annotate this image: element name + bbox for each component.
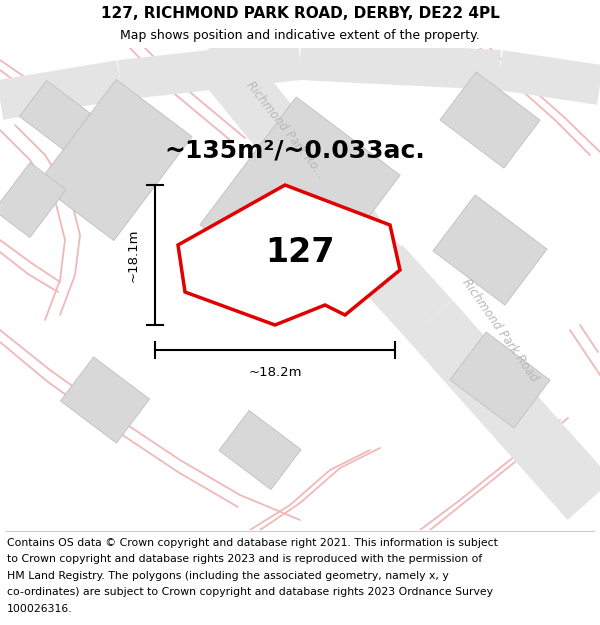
Polygon shape: [407, 300, 532, 430]
Text: Richmond Park Ro...: Richmond Park Ro...: [243, 79, 327, 181]
Text: Contains OS data © Crown copyright and database right 2021. This information is : Contains OS data © Crown copyright and d…: [7, 538, 498, 548]
Polygon shape: [188, 31, 307, 158]
Polygon shape: [38, 79, 192, 241]
Polygon shape: [358, 245, 452, 340]
Polygon shape: [19, 81, 91, 149]
Text: to Crown copyright and database rights 2023 and is reproduced with the permissio: to Crown copyright and database rights 2…: [7, 554, 482, 564]
Polygon shape: [118, 40, 302, 100]
Polygon shape: [450, 332, 550, 428]
Polygon shape: [318, 194, 402, 281]
Polygon shape: [178, 185, 400, 325]
Polygon shape: [0, 162, 66, 238]
Polygon shape: [440, 72, 540, 168]
Text: ~18.1m: ~18.1m: [127, 228, 139, 282]
Text: ~135m²/~0.033ac.: ~135m²/~0.033ac.: [164, 138, 425, 162]
Text: 127: 127: [265, 236, 335, 269]
Text: ~18.2m: ~18.2m: [248, 366, 302, 379]
Polygon shape: [61, 357, 149, 443]
Text: HM Land Registry. The polygons (including the associated geometry, namely x, y: HM Land Registry. The polygons (includin…: [7, 571, 449, 581]
Polygon shape: [488, 390, 600, 520]
Text: 127, RICHMOND PARK ROAD, DERBY, DE22 4PL: 127, RICHMOND PARK ROAD, DERBY, DE22 4PL: [101, 6, 499, 21]
Text: Map shows position and indicative extent of the property.: Map shows position and indicative extent…: [120, 29, 480, 42]
Polygon shape: [263, 123, 362, 227]
Text: 100026316.: 100026316.: [7, 604, 73, 614]
Polygon shape: [433, 195, 547, 305]
Text: co-ordinates) are subject to Crown copyright and database rights 2023 Ordnance S: co-ordinates) are subject to Crown copyr…: [7, 588, 493, 598]
Polygon shape: [219, 411, 301, 489]
Polygon shape: [200, 97, 400, 303]
Polygon shape: [0, 60, 123, 120]
Polygon shape: [497, 50, 600, 105]
Polygon shape: [299, 40, 501, 90]
Text: Richmond Park Road: Richmond Park Road: [460, 276, 541, 384]
